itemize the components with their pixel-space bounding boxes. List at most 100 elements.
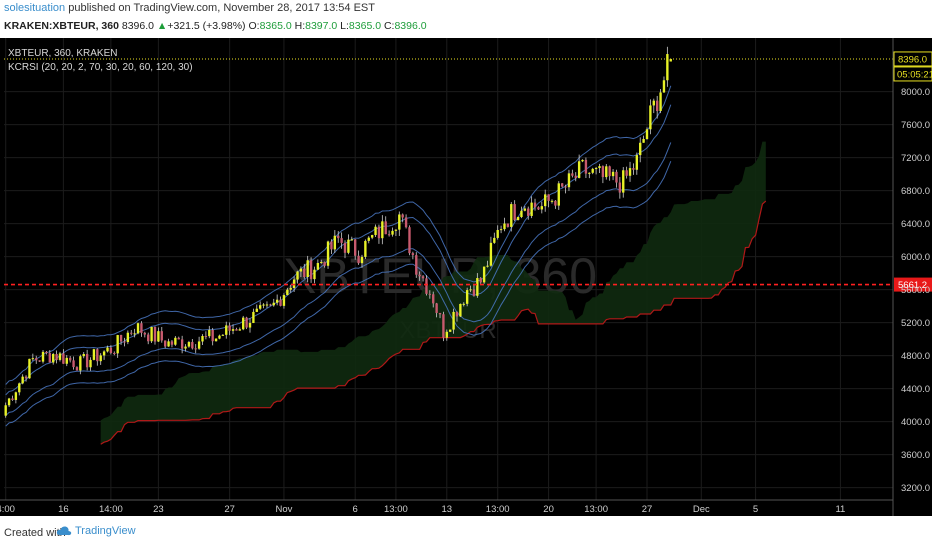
- candle: [265, 304, 269, 306]
- y-tick-label: 4800.0: [901, 351, 930, 362]
- published-text: published on TradingView.com, November 2…: [65, 2, 375, 14]
- candle: [62, 353, 65, 364]
- candle: [242, 317, 245, 330]
- candle: [608, 166, 611, 177]
- tradingview-logo[interactable]: TradingView: [56, 525, 136, 537]
- close-label: C:: [383, 20, 395, 32]
- band-lower-outer: [5, 161, 672, 427]
- candle: [157, 331, 160, 342]
- candle: [438, 312, 442, 315]
- candle: [615, 171, 618, 183]
- close-value: 8396.0: [394, 20, 427, 32]
- x-axis[interactable]: 4:00 16 14:00 23 27 Nov 6 13:00 13 13:00 20 13:00 27…: [0, 499, 893, 515]
- candle: [618, 182, 622, 193]
- candle: [262, 304, 265, 306]
- candle: [398, 214, 401, 230]
- countdown-tag: [893, 66, 932, 82]
- candles: [4, 46, 672, 418]
- y-tick-label: 6800.0: [901, 186, 930, 197]
- candle: [221, 334, 225, 336]
- y-tick-label: 4400.0: [901, 384, 930, 395]
- candle: [45, 351, 48, 354]
- candle: [228, 325, 231, 331]
- high-value: 8397.0: [305, 20, 338, 32]
- candle: [167, 341, 170, 347]
- candle: [581, 159, 584, 162]
- candle: [106, 347, 109, 352]
- tradingview-brand: TradingView: [75, 525, 136, 537]
- candle: [282, 295, 286, 306]
- candle: [462, 303, 465, 305]
- x-tick-label: 4:00: [0, 504, 15, 515]
- symbol-info-bar: KRAKEN:XBTEUR, 360 8396.0 ▲+321.5 (+3.98…: [4, 20, 427, 32]
- candle: [557, 183, 560, 206]
- candle: [506, 223, 510, 227]
- candle: [323, 262, 326, 266]
- candle: [89, 359, 92, 368]
- y-tick-label: 6400.0: [901, 219, 930, 230]
- last-price-label: 8396.0: [898, 54, 927, 65]
- candle: [445, 331, 448, 338]
- candle: [387, 234, 391, 236]
- candle: [510, 204, 513, 227]
- price-chart[interactable]: XBTEUR, 360 XBTEUR 5661.28396.005:05:21 …: [0, 38, 932, 516]
- candle: [384, 221, 387, 235]
- y-tick-label: 7200.0: [901, 153, 930, 164]
- candle: [24, 376, 28, 379]
- candle: [496, 230, 499, 238]
- candle: [415, 255, 418, 275]
- candle: [180, 339, 184, 349]
- candle: [560, 183, 564, 187]
- candle: [309, 260, 313, 280]
- band-lower-inner: [5, 142, 672, 417]
- support-price-label: 5661.2: [898, 280, 927, 291]
- candle: [245, 317, 248, 328]
- candle: [119, 335, 123, 342]
- candle: [191, 342, 194, 349]
- candle: [452, 311, 455, 330]
- author-link[interactable]: solesituation: [4, 2, 66, 14]
- candle: [632, 168, 635, 170]
- candle: [527, 208, 530, 216]
- candle: [394, 229, 398, 231]
- candle: [601, 166, 605, 178]
- candle: [218, 335, 221, 339]
- candle: [306, 260, 309, 277]
- candle: [662, 80, 666, 93]
- candle: [503, 223, 506, 230]
- candle: [564, 186, 567, 188]
- candle: [516, 217, 520, 221]
- candle: [669, 58, 672, 62]
- candle: [550, 200, 554, 202]
- y-tick-label: 5200.0: [901, 318, 930, 329]
- candle: [194, 348, 197, 350]
- candle: [411, 253, 415, 256]
- x-tick-label: 13: [442, 504, 453, 515]
- candle: [18, 383, 21, 393]
- x-tick-label: 27: [224, 504, 235, 515]
- candle: [292, 279, 296, 288]
- x-tick-label: 5: [753, 504, 758, 515]
- chart-title: XBTEUR, 360, KRAKEN: [8, 48, 117, 59]
- candle: [133, 333, 136, 335]
- indicator-label[interactable]: KCRSI (20, 20, 2, 70, 30, 20, 60, 120, 3…: [8, 62, 193, 73]
- candle: [174, 337, 177, 345]
- chart-area[interactable]: XBTEUR, 360 XBTEUR 5661.28396.005:05:21 …: [0, 38, 932, 516]
- candle: [401, 214, 404, 218]
- candle: [68, 357, 72, 361]
- x-tick-label: 27: [642, 504, 653, 515]
- y-axis[interactable]: 3200.0 3600.0 4000.0 4400.0 4800.0 5200.0 5600…: [892, 38, 930, 516]
- candle: [299, 268, 303, 272]
- candle: [367, 237, 370, 241]
- candle: [425, 278, 428, 294]
- candle: [364, 240, 367, 257]
- y-tick-label: 5600.0: [901, 285, 930, 296]
- x-tick-label: 16: [58, 504, 69, 515]
- candle: [418, 274, 421, 277]
- x-tick-label: 13:00: [584, 504, 608, 515]
- candle: [442, 314, 445, 338]
- candle: [649, 105, 652, 130]
- candle: [333, 235, 337, 250]
- low-value: 8365.0: [348, 20, 382, 32]
- candle: [598, 166, 601, 169]
